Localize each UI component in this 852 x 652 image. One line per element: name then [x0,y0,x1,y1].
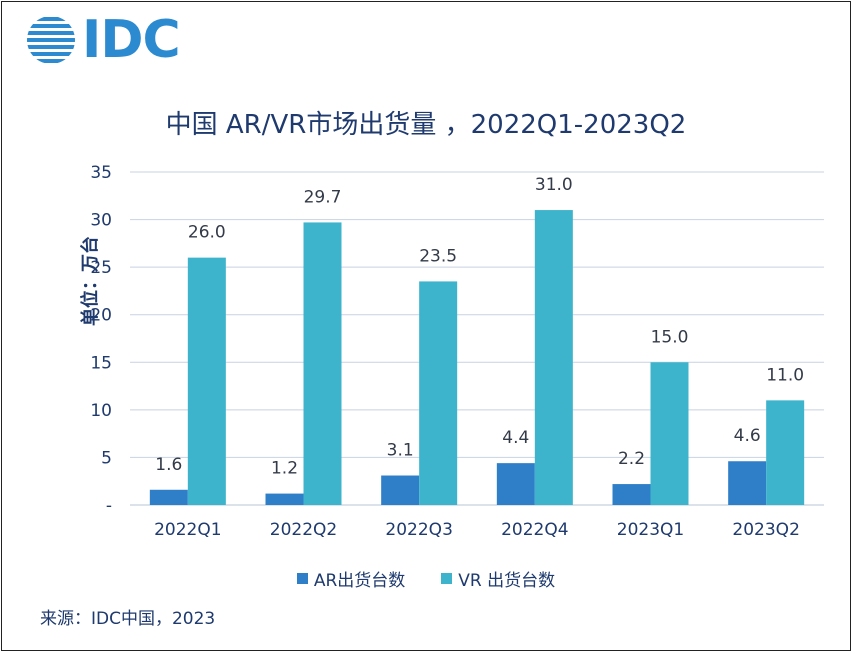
source-note: 来源：IDC中国，2023 [40,609,216,629]
idc-logo: IDC [26,10,181,70]
y-tick-label: - [106,496,112,516]
chart-title: 中国 AR/VR市场出货量 ，2022Q1-2023Q2 [165,110,687,140]
globe-stripes-icon [27,17,75,63]
bar-ar [381,475,420,505]
bar-vr [187,257,226,505]
y-tick-label: 5 [101,448,112,468]
data-label-vr: 23.5 [419,246,457,266]
x-tick-label: 2023Q1 [617,520,684,540]
bar-vr [419,281,458,505]
data-label-ar: 4.6 [734,426,761,446]
bar-chart: - 5 10 15 20 25 30 35 1.6 26.0 2022Q1 1.2 29.7 2022Q2… [90,163,824,540]
legend-label-ar: AR出货台数 [313,571,406,591]
bar-ar [149,489,188,505]
data-label-vr: 15.0 [651,327,689,347]
bar-ar [612,484,651,505]
y-tick-label: 30 [90,211,112,231]
data-label-vr: 26.0 [188,223,226,243]
legend-label-vr: VR 出货台数 [458,571,556,591]
x-tick-label: 2022Q2 [270,520,337,540]
bar-ar [496,463,535,505]
bar-vr [766,400,805,505]
data-label-ar: 4.4 [502,428,529,448]
x-tick-label: 2022Q4 [501,520,568,540]
y-tick-label: 20 [90,306,112,326]
data-label-ar: 1.2 [271,459,298,479]
y-tick-label: 10 [90,401,112,421]
data-label-ar: 2.2 [618,449,645,469]
bar-vr [534,210,573,506]
legend-swatch-vr [441,573,453,584]
legend-swatch-ar [296,573,308,584]
x-tick-label: 2023Q2 [732,520,799,540]
bar-ar [728,461,767,505]
data-label-vr: 11.0 [766,365,804,385]
x-tick-label: 2022Q1 [154,520,221,540]
bar-vr [303,222,342,505]
logo-text: IDC [82,10,181,70]
data-label-ar: 3.1 [387,441,414,461]
data-label-ar: 1.6 [155,455,182,475]
legend: AR出货台数 VR 出货台数 [0,566,852,591]
bar-ar [265,493,304,505]
data-label-vr: 29.7 [304,187,342,207]
bar-vr [650,362,689,505]
y-tick-label: 15 [90,353,112,373]
y-tick-label: 25 [90,258,112,278]
y-tick-label: 35 [90,163,112,183]
legend-item-vr: VR 出货台数 [441,566,555,591]
data-label-vr: 31.0 [535,175,573,195]
legend-item-ar: AR出货台数 [296,566,406,591]
x-tick-label: 2022Q3 [385,520,452,540]
